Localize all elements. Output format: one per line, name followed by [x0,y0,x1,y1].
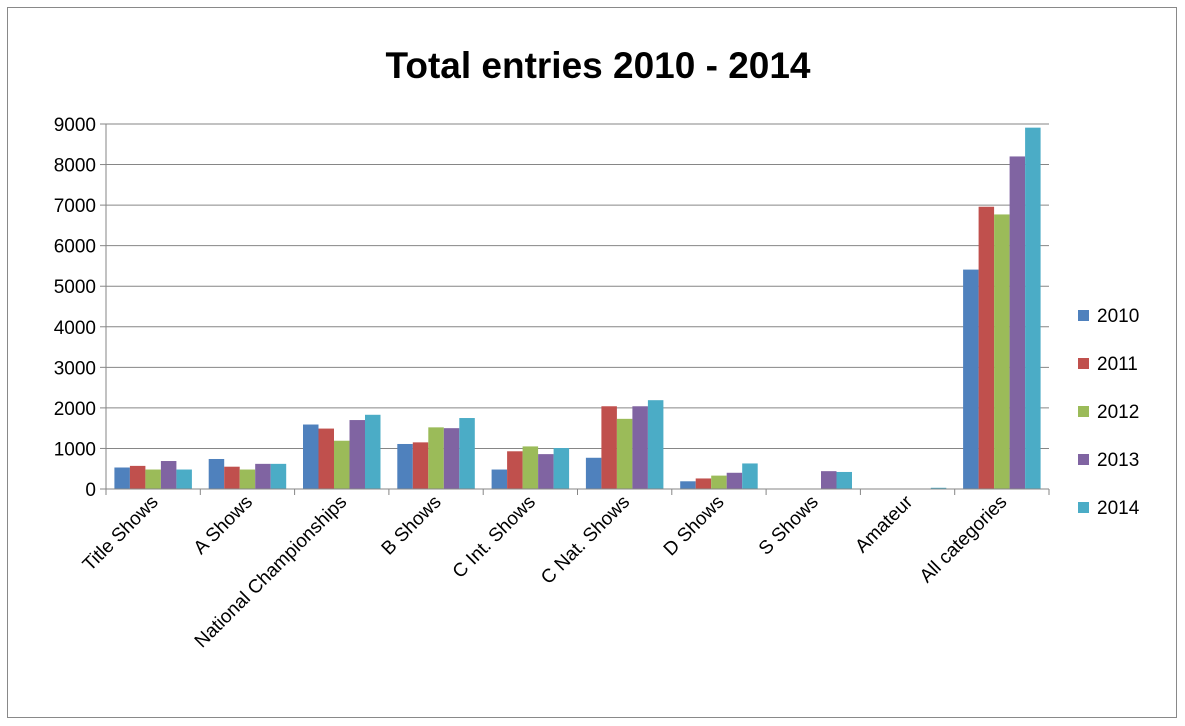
bar [208,458,225,489]
bar [585,457,602,489]
bar [930,487,947,489]
y-axis: 0 1000 2000 3000 4000 5000 6000 7000 8000 9000 [54,115,107,501]
y-tick-label: 9000 [54,115,96,136]
bar [491,469,508,489]
legend-label: 2013 [1097,450,1139,471]
bar [145,469,161,489]
bar [1009,156,1026,489]
legend-swatch [1078,406,1089,417]
x-tick-label: C Nat. Shows [537,492,634,589]
bar [711,475,727,489]
bar [601,406,617,489]
legend-swatch [1078,358,1089,369]
bar [538,454,554,489]
legend: 2010 2011 2012 2013 2014 [1078,306,1140,519]
bar [522,446,539,489]
legend-label: 2012 [1097,402,1139,423]
x-tick-label: C Int. Shows [449,492,540,583]
bar [726,472,743,489]
bar [224,466,240,489]
bar [239,469,256,489]
bar [680,481,696,489]
x-tick-label: S Shows [755,492,823,560]
bar [349,420,365,489]
bar [459,418,475,489]
chart-title: Total entries 2010 - 2014 [385,45,810,86]
bar [695,478,712,489]
bar [821,471,837,489]
bar [553,448,570,489]
bar [616,418,633,489]
x-tick-label: D Shows [660,492,729,561]
bar [1025,127,1041,490]
bar [632,406,648,489]
x-tick-label: Amateur [851,491,917,557]
bar [129,465,146,489]
chart-frame: Total entries 2010 - 2014 0 1000 2000 3000 4… [7,7,1177,718]
legend-label: 2011 [1097,354,1138,375]
bar [836,471,852,489]
bar [978,206,995,489]
bar [963,269,979,489]
legend-label: 2014 [1097,498,1140,519]
chart-svg: Total entries 2010 - 2014 0 1000 2000 3000 4… [54,45,1140,652]
y-tick-label: 8000 [54,156,96,177]
y-tick-label: 6000 [54,237,96,258]
bar [318,428,334,489]
bar [365,414,381,489]
bar [507,451,523,489]
bar [397,443,413,489]
y-tick-label: 3000 [54,358,96,379]
y-tick-label: 0 [85,480,96,501]
x-tick-label: National Championships [191,492,351,652]
x-tick-label: All categories [916,492,1012,588]
legend-swatch [1078,310,1089,321]
x-tick-label: A Shows [190,492,257,559]
bar [742,463,758,489]
y-tick-label: 2000 [54,399,96,420]
y-tick-label: 7000 [54,196,96,217]
legend-label: 2010 [1097,306,1139,327]
bar [176,469,192,489]
legend-swatch [1078,454,1089,465]
y-tick-label: 1000 [54,439,96,460]
bar [647,400,664,489]
bar [412,442,429,489]
bar [255,463,271,489]
y-tick-label: 4000 [54,318,96,339]
bar [428,427,444,489]
x-tick-label: Title Shows [79,492,163,576]
bars [114,127,1041,490]
y-tick-label: 5000 [54,277,96,298]
bar [334,440,350,489]
bar [114,467,130,489]
legend-swatch [1078,502,1089,513]
bar [443,428,460,489]
gridlines [106,123,1049,449]
x-tick-label: B Shows [378,492,446,560]
bar [994,214,1010,489]
bar [303,424,319,489]
bar [160,461,177,489]
bar [270,463,287,489]
